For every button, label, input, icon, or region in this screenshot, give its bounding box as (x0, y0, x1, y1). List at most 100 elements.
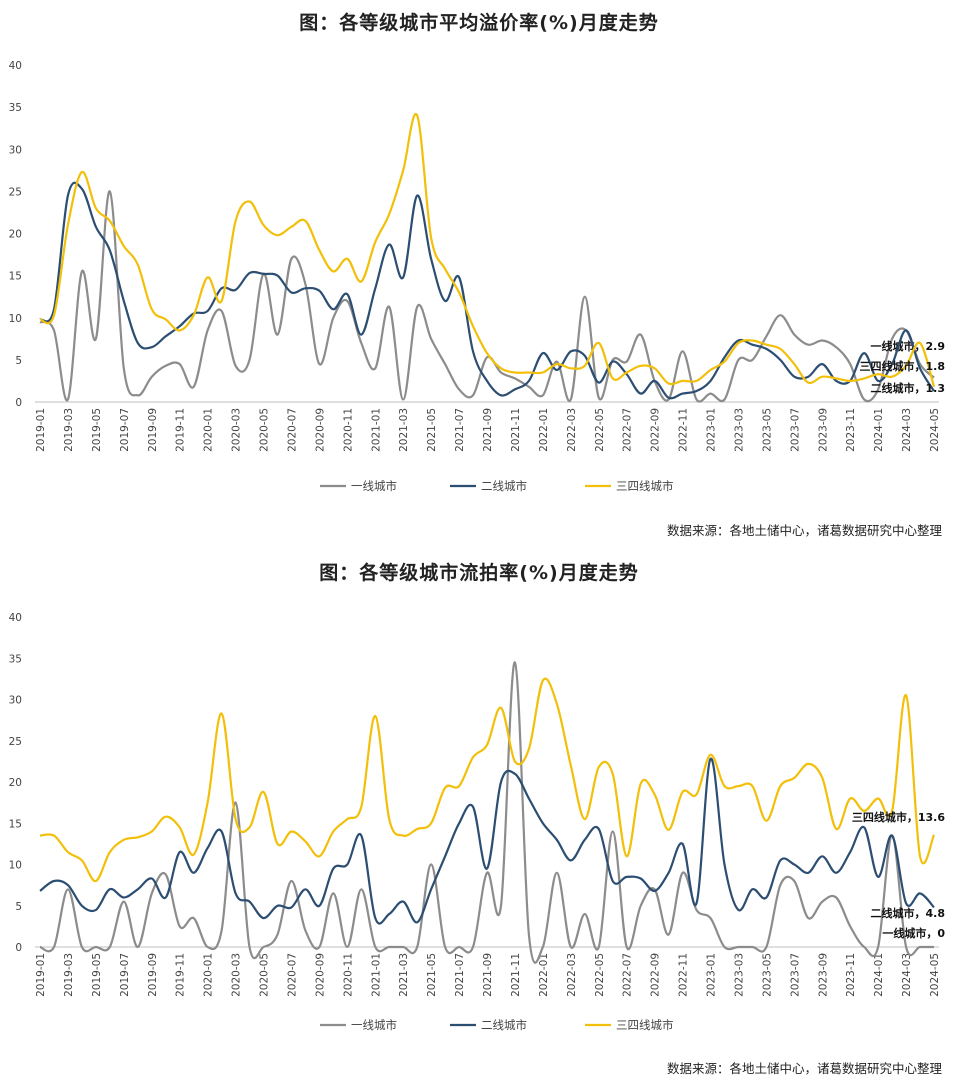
y-tick-label: 10 (9, 860, 22, 872)
chart-title: 图：各等级城市流拍率(%)月度走势 (319, 562, 639, 584)
legend-label: 一线城市 (351, 1018, 397, 1032)
y-tick-label: 30 (9, 144, 22, 156)
legend-label: 三四线城市 (616, 479, 674, 493)
series-end-label: 二线城市，4.8 (871, 906, 946, 920)
x-tick-label: 2020-03 (231, 953, 243, 997)
x-tick-label: 2020-03 (231, 408, 243, 452)
premium-rate-panel: 图：各等级城市平均溢价率(%)月度走势 0 5 10 15 20 25 30 35 40 2019… (0, 0, 958, 540)
x-tick-label: 2019-09 (147, 408, 159, 452)
x-tick-label: 2019-01 (35, 953, 47, 997)
y-tick-label: 30 (9, 695, 22, 707)
y-tick-label: 5 (15, 901, 22, 913)
x-tick-label: 2022-11 (678, 953, 690, 997)
y-tick-label: 35 (9, 102, 22, 114)
x-tick-label: 2021-01 (370, 408, 382, 452)
y-tick-label: 0 (15, 397, 22, 409)
y-tick-label: 25 (9, 736, 22, 748)
premium-rate-chart: 0 5 10 15 20 25 30 35 40 2019-01 2019-03 2019-05 201… (9, 60, 946, 493)
x-tick-label: 2021-05 (426, 953, 438, 997)
series-end-label: 一线城市，0 (882, 926, 945, 940)
series-end-label: 一线城市，2.9 (871, 339, 946, 353)
series-line-3 (39, 112, 936, 388)
x-tick-label: 2022-03 (566, 408, 578, 452)
series-end-label: 二线城市，1.3 (871, 381, 946, 395)
x-tick-label: 2020-05 (259, 408, 271, 452)
x-tick-label: 2024-03 (901, 953, 913, 997)
x-tick-label: 2022-03 (566, 953, 578, 997)
x-tick-label: 2023-03 (733, 953, 745, 997)
x-tick-label: 2023-05 (761, 953, 773, 997)
x-tick-label: 2021-01 (370, 953, 382, 997)
x-tick-label: 2024-05 (929, 408, 941, 452)
x-tick-label: 2021-09 (482, 953, 494, 997)
x-tick-label: 2021-03 (398, 408, 410, 452)
x-tick-label: 2019-11 (175, 953, 187, 997)
chart-title: 图：各等级城市平均溢价率(%)月度走势 (299, 12, 659, 34)
x-tick-label: 2020-11 (342, 408, 354, 452)
x-tick-label: 2021-07 (454, 408, 466, 452)
x-tick-label: 2022-05 (594, 408, 606, 452)
data-source-note: 数据来源：各地土储中心，诸葛数据研究中心整理 (666, 523, 942, 538)
y-tick-label: 40 (9, 612, 22, 624)
x-tick-label: 2019-03 (63, 408, 75, 452)
x-tick-label: 2023-07 (789, 408, 801, 452)
x-tick-label: 2020-09 (314, 953, 326, 997)
x-tick-label: 2023-11 (845, 408, 857, 452)
x-tick-label: 2023-09 (817, 408, 829, 452)
x-tick-label: 2023-11 (845, 953, 857, 997)
series-end-label: 三四线城市，1.8 (860, 359, 946, 373)
legend-label: 三四线城市 (616, 1018, 674, 1032)
series-line-1 (39, 190, 935, 403)
x-tick-label: 2024-01 (873, 408, 885, 452)
y-tick-label: 15 (9, 271, 22, 283)
x-tick-label: 2021-09 (482, 408, 494, 452)
x-tick-label: 2019-07 (119, 953, 131, 997)
x-tick-label: 2023-01 (706, 953, 718, 997)
x-tick-label: 2019-05 (91, 953, 103, 997)
y-tick-label: 40 (9, 60, 22, 72)
x-tick-label: 2023-07 (789, 953, 801, 997)
y-tick-label: 20 (9, 777, 22, 789)
x-tick-label: 2021-07 (454, 953, 466, 997)
legend-label: 一线城市 (351, 479, 397, 493)
legend-label: 二线城市 (481, 1018, 527, 1032)
series-end-label: 三四线城市，13.6 (852, 810, 945, 824)
x-tick-label: 2020-01 (203, 953, 215, 997)
series-line-2 (39, 757, 935, 925)
y-tick-label: 15 (9, 818, 22, 830)
x-tick-label: 2019-05 (91, 408, 103, 452)
x-tick-label: 2019-11 (175, 408, 187, 452)
y-tick-label: 25 (9, 186, 22, 198)
legend-label: 二线城市 (481, 479, 527, 493)
x-tick-label: 2021-05 (426, 408, 438, 452)
x-tick-label: 2020-07 (286, 408, 298, 452)
unsold-rate-chart: 0 5 10 15 20 25 30 35 40 2019-01 2019-03 2019-05 201… (9, 612, 946, 1032)
x-tick-label: 2024-03 (901, 408, 913, 452)
data-source-note: 数据来源：各地土储中心，诸葛数据研究中心整理 (666, 1061, 942, 1076)
y-tick-label: 35 (9, 653, 22, 665)
y-tick-label: 20 (9, 229, 22, 241)
x-tick-label: 2022-07 (622, 408, 634, 452)
x-tick-label: 2022-01 (538, 408, 550, 452)
x-tick-label: 2022-09 (650, 953, 662, 997)
y-tick-label: 5 (15, 355, 22, 367)
series-line-2 (39, 181, 935, 400)
unsold-rate-panel: 图：各等级城市流拍率(%)月度走势 0 5 10 15 20 25 30 35 40 2019-0… (0, 548, 958, 1081)
x-tick-label: 2022-01 (538, 953, 550, 997)
y-tick-label: 10 (9, 313, 22, 325)
x-tick-label: 2023-01 (706, 408, 718, 452)
x-tick-label: 2022-11 (678, 408, 690, 452)
x-tick-label: 2023-09 (817, 953, 829, 997)
x-tick-label: 2019-01 (35, 408, 47, 452)
x-tick-label: 2021-11 (510, 408, 522, 452)
x-tick-label: 2020-01 (203, 408, 215, 452)
series-line-1 (39, 661, 934, 964)
y-tick-label: 0 (15, 942, 22, 954)
x-tick-label: 2020-11 (342, 953, 354, 997)
x-tick-label: 2023-05 (761, 408, 773, 452)
x-tick-label: 2022-07 (622, 953, 634, 997)
x-tick-label: 2019-03 (63, 953, 75, 997)
x-tick-label: 2020-05 (259, 953, 271, 997)
x-tick-label: 2019-09 (147, 953, 159, 997)
x-tick-label: 2024-05 (929, 953, 941, 997)
